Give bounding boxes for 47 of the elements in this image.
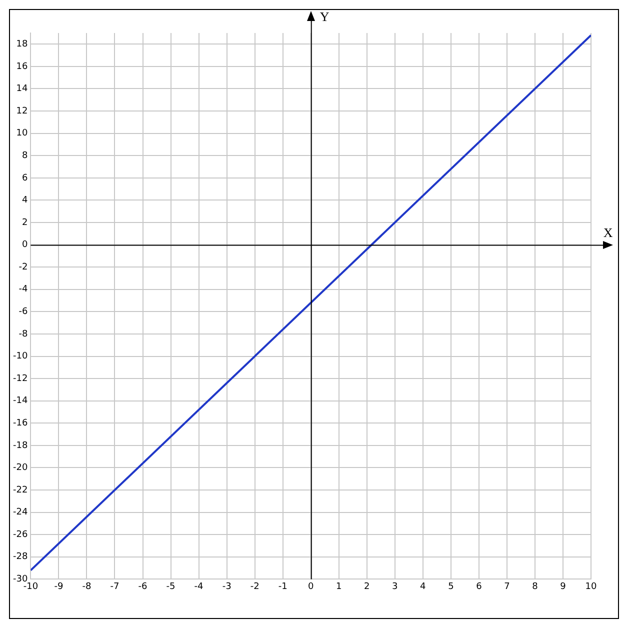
x-tick-label: 0 bbox=[308, 582, 314, 592]
y-tick-label: -4 bbox=[18, 284, 28, 295]
x-tick-label: 4 bbox=[420, 582, 426, 592]
y-tick-label: 10 bbox=[16, 128, 28, 139]
y-tick-label: -30 bbox=[12, 574, 28, 585]
x-tick-label: 7 bbox=[504, 582, 510, 592]
x-tick-label: -7 bbox=[110, 582, 120, 592]
y-tick-label: 4 bbox=[22, 196, 28, 206]
x-tick-label: 9 bbox=[560, 582, 566, 592]
x-tick-label: 2 bbox=[364, 582, 370, 592]
x-tick-label: -1 bbox=[278, 582, 288, 592]
x-tick-label: -2 bbox=[250, 582, 260, 592]
y-tick-label: -10 bbox=[12, 352, 28, 362]
y-tick-label: -14 bbox=[12, 396, 28, 406]
y-tick-label: -20 bbox=[12, 463, 28, 474]
x-tick-label: -3 bbox=[222, 582, 232, 592]
x-tick-label: 3 bbox=[392, 582, 398, 592]
x-tick-label: -8 bbox=[82, 582, 92, 592]
y-tick-label: -8 bbox=[18, 329, 28, 340]
x-tick-label: 10 bbox=[585, 582, 597, 592]
x-tick-label: -5 bbox=[166, 582, 176, 592]
y-tick-label: 8 bbox=[22, 150, 28, 161]
x-tick-label: 1 bbox=[336, 582, 342, 592]
y-axis-title: Y bbox=[320, 9, 330, 24]
y-tick-label: 2 bbox=[22, 218, 28, 228]
y-tick-label: 6 bbox=[22, 173, 28, 184]
y-tick-label: -6 bbox=[18, 307, 28, 318]
x-tick-label: 5 bbox=[448, 582, 454, 592]
y-tick-label: -28 bbox=[12, 552, 28, 562]
y-tick-label: 0 bbox=[22, 240, 28, 250]
x-tick-label: 6 bbox=[476, 582, 482, 592]
y-tick-label: -2 bbox=[18, 262, 28, 272]
y-tick-label: -18 bbox=[12, 440, 28, 451]
x-tick-label: -4 bbox=[194, 582, 204, 592]
y-tick-label: -12 bbox=[12, 374, 28, 384]
y-tick-label: -24 bbox=[12, 508, 28, 518]
y-tick-label: 12 bbox=[16, 106, 28, 116]
y-tick-label: 18 bbox=[16, 39, 28, 50]
x-tick-label: -9 bbox=[54, 582, 64, 592]
y-tick-label: 14 bbox=[16, 84, 28, 94]
x-axis-title: X bbox=[603, 224, 614, 240]
x-tick-label: -6 bbox=[138, 582, 148, 592]
x-tick-label: 8 bbox=[532, 582, 538, 592]
y-tick-label: -26 bbox=[12, 530, 28, 540]
y-tick-label: 16 bbox=[16, 62, 28, 72]
y-tick-label: -16 bbox=[12, 418, 28, 428]
y-tick-label: -22 bbox=[12, 485, 28, 496]
